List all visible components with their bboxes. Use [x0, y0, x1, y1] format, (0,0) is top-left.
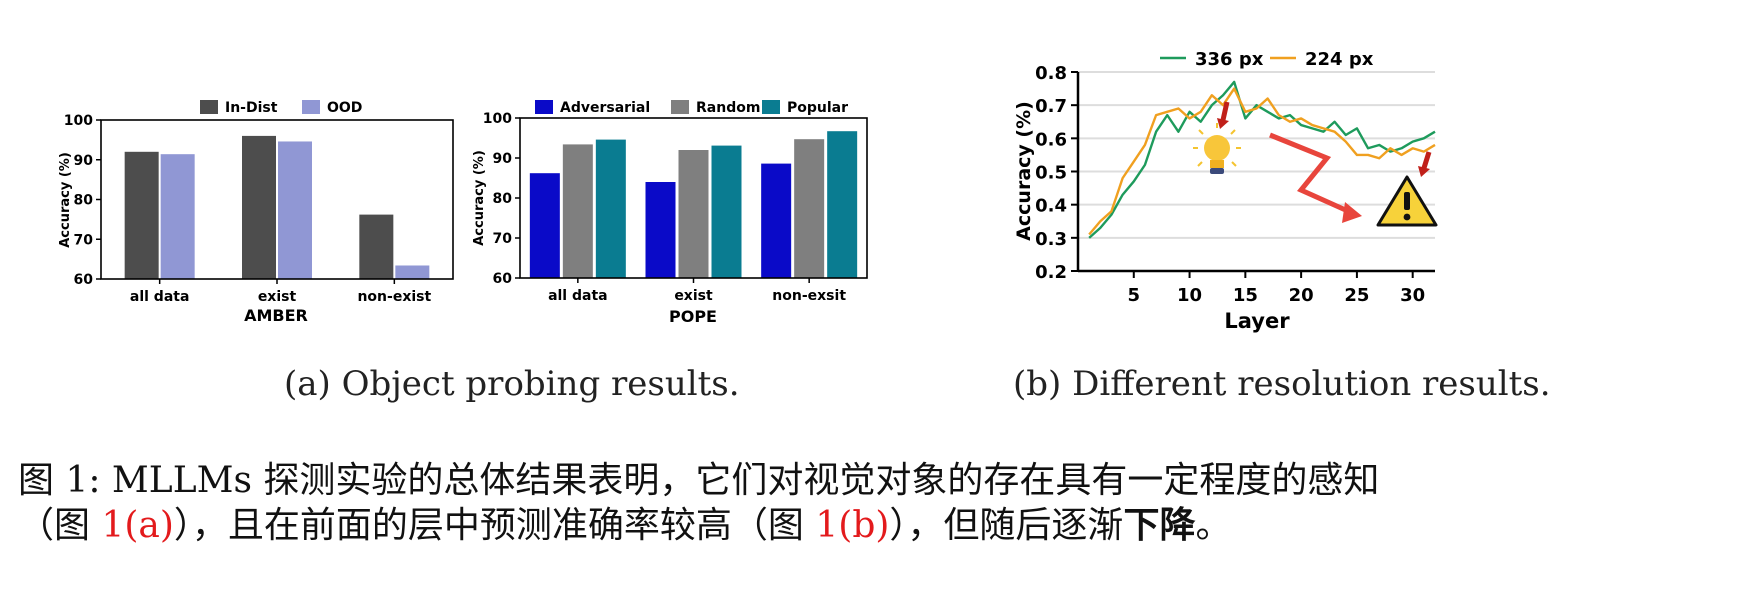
subcaption-a: (a) Object probing results. — [284, 364, 740, 404]
pope-legend: Adversarial Random Popular — [535, 100, 848, 116]
resolution-lines — [1088, 80, 1436, 239]
bar — [529, 173, 560, 278]
legend-label: Random — [696, 100, 760, 116]
legend-swatch — [200, 100, 218, 114]
lightbulb-icon — [1193, 123, 1241, 174]
series-line — [1088, 80, 1436, 239]
legend-swatch — [671, 100, 689, 114]
series-line — [1088, 87, 1436, 236]
zigzag-arrow-icon — [1269, 132, 1362, 223]
bar — [761, 163, 792, 278]
y-tick-label: 0.6 — [1035, 129, 1067, 150]
y-tick-label: 70 — [74, 232, 94, 248]
pope-y-axis: 60 70 80 90 100 — [483, 111, 520, 287]
bar — [794, 139, 825, 278]
y-tick-label: 0.2 — [1035, 262, 1067, 283]
pope-x-label: POPE — [669, 307, 717, 326]
legend-swatch — [302, 100, 320, 114]
resolution-y-label: Accuracy (%) — [1013, 101, 1035, 241]
amber-chart: In-Dist OOD 60 70 80 90 100 all data exist non-… — [58, 100, 454, 325]
warning-icon — [1376, 151, 1438, 227]
bar — [711, 145, 742, 278]
x-tick-label: 10 — [1177, 285, 1202, 306]
bar — [645, 182, 676, 278]
y-tick-label: 100 — [64, 113, 93, 129]
y-tick-label: 90 — [493, 151, 513, 167]
subcaption-b: (b) Different resolution results. — [1013, 364, 1551, 404]
y-tick-label: 70 — [493, 231, 513, 247]
y-tick-label: 100 — [483, 111, 512, 127]
pope-chart: Adversarial Random Popular 60 70 80 90 100 all… — [472, 100, 868, 326]
caption-text: ），且在前面的层中预测准确率较高（图 — [173, 505, 816, 546]
amber-plot-frame — [100, 119, 454, 280]
figure-ref-link[interactable]: 1(b) — [815, 505, 890, 546]
bar — [678, 150, 709, 278]
resolution-legend: 336 px 224 px — [1160, 49, 1374, 70]
resolution-x-axis: 5 10 15 20 25 30 — [1128, 271, 1425, 306]
x-tick-label: all data — [548, 288, 608, 304]
x-tick-label: 25 — [1344, 285, 1369, 306]
y-tick-label: 80 — [493, 191, 513, 207]
legend-label: 224 px — [1305, 49, 1374, 70]
caption-text: 。 — [1195, 505, 1232, 546]
bar — [359, 214, 394, 279]
legend-label: In-Dist — [225, 100, 278, 116]
x-tick-label: 5 — [1128, 285, 1141, 306]
x-tick-label: non-exist — [357, 289, 431, 305]
legend-label: OOD — [327, 100, 362, 116]
legend-swatch — [535, 100, 553, 114]
pope-bars — [529, 131, 858, 278]
x-tick-label: 15 — [1233, 285, 1258, 306]
y-tick-label: 0.8 — [1035, 63, 1067, 84]
bar — [278, 141, 312, 279]
amber-x-label: AMBER — [244, 306, 308, 325]
y-tick-label: 80 — [74, 193, 94, 209]
resolution-y-axis: 0.2 0.3 0.4 0.5 0.6 0.7 0.8 — [1035, 63, 1078, 283]
legend-label: Adversarial — [560, 100, 650, 116]
bar — [827, 131, 858, 278]
pope-plot-frame — [519, 117, 868, 279]
amber-y-label: Accuracy (%) — [58, 152, 73, 248]
bar — [124, 151, 159, 279]
y-tick-label: 0.7 — [1035, 96, 1067, 117]
amber-bars — [124, 135, 430, 279]
amber-y-axis: 60 70 80 90 100 — [64, 113, 101, 288]
x-tick-label: non-exsit — [772, 288, 846, 304]
legend-label: Popular — [787, 100, 848, 116]
y-tick-label: 0.4 — [1035, 196, 1067, 217]
caption-text: （图 — [18, 505, 102, 546]
x-tick-label: 30 — [1400, 285, 1425, 306]
figure-caption-line-2: （图 1(a)），且在前面的层中预测准确率较高（图 1(b)），但随后逐渐下降。 — [18, 502, 1231, 549]
caption-text: ），但随后逐渐 — [889, 505, 1124, 546]
legend-label: 336 px — [1195, 49, 1264, 70]
x-tick-label: 20 — [1289, 285, 1314, 306]
bar — [595, 139, 626, 278]
y-tick-label: 0.3 — [1035, 229, 1067, 250]
bar — [160, 154, 195, 279]
amber-legend: In-Dist OOD — [200, 100, 362, 116]
x-tick-label: exist — [674, 288, 713, 304]
resolution-x-label: Layer — [1224, 309, 1290, 333]
y-tick-label: 60 — [74, 272, 94, 288]
y-tick-label: 90 — [74, 153, 94, 169]
bar — [395, 265, 430, 279]
pope-y-label: Accuracy (%) — [472, 150, 487, 246]
resolution-chart: 336 px 224 px 0.2 0.3 0.4 0.5 0.6 0.7 0.8 5 10 15… — [1013, 49, 1438, 333]
figure-caption-line-1: 图 1: MLLMs 探测实验的总体结果表明，它们对视觉对象的存在具有一定程度的… — [18, 460, 1380, 501]
amber-x-axis: all data exist non-exist — [130, 279, 431, 305]
y-tick-label: 0.5 — [1035, 163, 1067, 184]
caption-bold-text: 下降 — [1123, 504, 1196, 546]
y-tick-label: 60 — [493, 271, 513, 287]
resolution-grid — [1078, 71, 1435, 272]
pope-x-axis: all data exist non-exsit — [548, 278, 846, 304]
red-arrow-icon — [1217, 101, 1230, 129]
x-tick-label: exist — [258, 289, 297, 305]
x-tick-label: all data — [130, 289, 190, 305]
legend-swatch — [762, 100, 780, 114]
bar — [562, 144, 593, 278]
figure-ref-link[interactable]: 1(a) — [101, 505, 174, 546]
bar — [242, 135, 276, 279]
